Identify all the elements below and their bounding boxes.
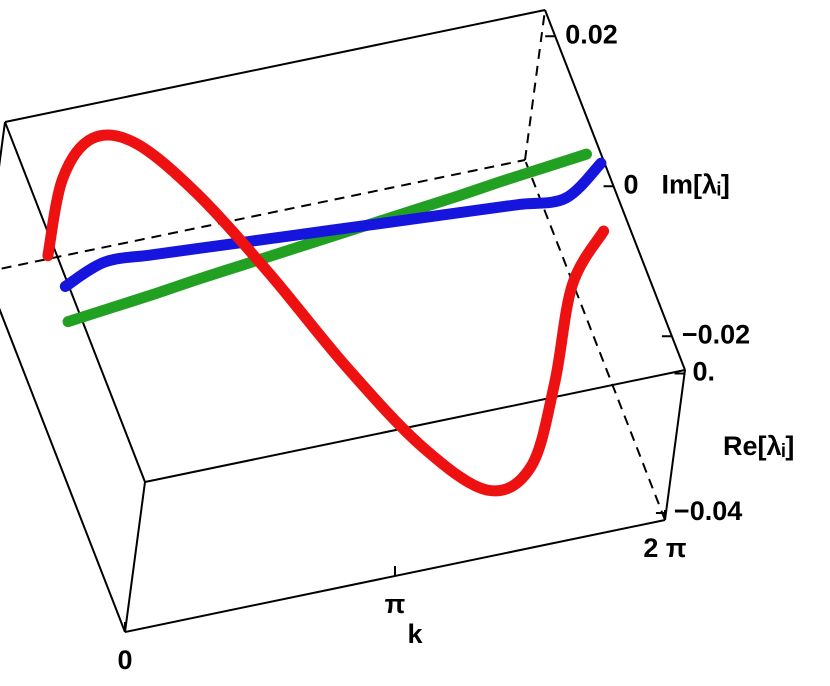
y-axis-label: Re[λᵢ]: [723, 431, 794, 461]
box-edge: [544, 9, 686, 371]
y-tick-label: −0.04: [674, 496, 742, 526]
z-tick-label: 0: [624, 169, 639, 199]
series-curve: [59, 157, 607, 292]
box-edge: [124, 481, 146, 633]
x-tick-label: 0: [117, 645, 132, 675]
z-axis-label: Im[λᵢ]: [662, 169, 730, 199]
box-edge: [664, 369, 686, 521]
x-tick-label: 2 π: [643, 533, 686, 563]
box-edge: [4, 121, 146, 483]
series-curve: [42, 129, 610, 497]
box-edge: [524, 9, 546, 161]
x-axis-label: k: [407, 619, 423, 649]
box-edge: [4, 9, 546, 123]
y-tick-label: 0.: [693, 357, 716, 387]
box-edge: [0, 121, 6, 168]
box-edge: [0, 159, 526, 270]
box-edge: [0, 307, 126, 633]
box-edge: [524, 159, 666, 521]
x-tick-label: π: [385, 589, 406, 619]
box-edge: [144, 369, 686, 483]
z-tick-label: 0.02: [565, 19, 618, 49]
series-curve: [62, 148, 592, 328]
z-tick-label: −0.02: [682, 319, 750, 349]
